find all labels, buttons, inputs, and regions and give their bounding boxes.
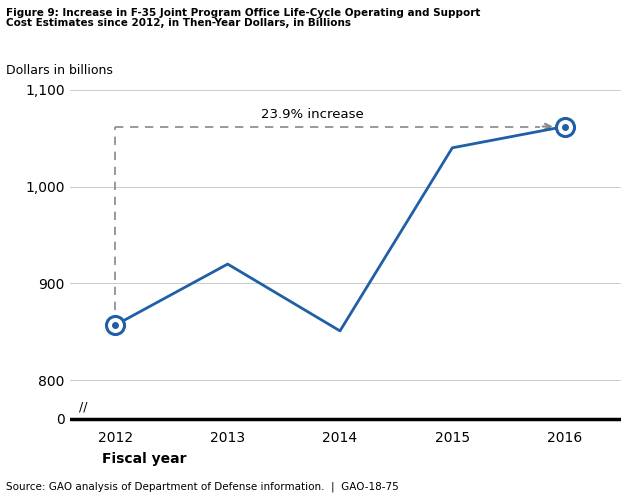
Text: Cost Estimates since 2012, in Then-Year Dollars, in Billions: Cost Estimates since 2012, in Then-Year … [6, 18, 351, 28]
Text: Dollars in billions: Dollars in billions [6, 64, 113, 78]
Text: Fiscal year: Fiscal year [102, 452, 187, 466]
Text: //: // [79, 401, 88, 414]
Text: Figure 9: Increase in F-35 Joint Program Office Life-Cycle Operating and Support: Figure 9: Increase in F-35 Joint Program… [6, 8, 481, 18]
Text: Source: GAO analysis of Department of Defense information.  |  GAO-18-75: Source: GAO analysis of Department of De… [6, 481, 399, 492]
Text: 23.9% increase: 23.9% increase [261, 108, 364, 120]
